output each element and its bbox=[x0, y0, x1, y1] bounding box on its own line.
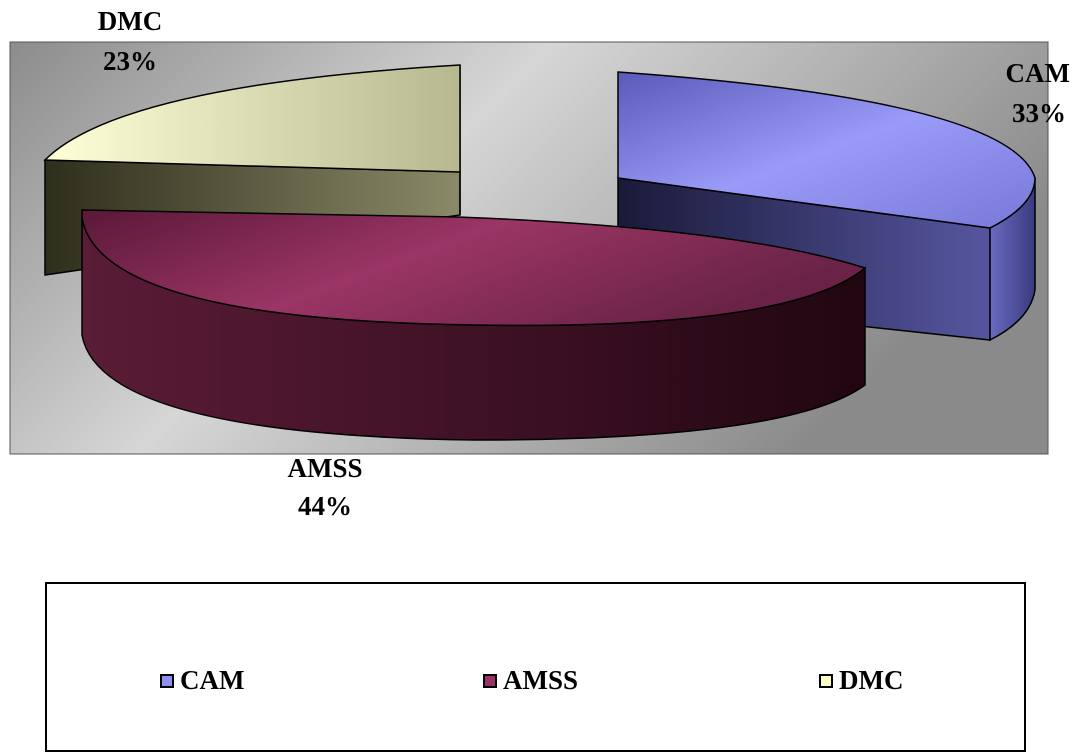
data-labels: DMC 23% CAM 33% AMSS 44% bbox=[98, 6, 1070, 521]
label-cam-percent: 33% bbox=[1012, 98, 1066, 128]
legend-swatch-cam bbox=[160, 673, 174, 688]
label-amss-percent: 44% bbox=[298, 491, 352, 521]
legend-swatch-dmc bbox=[819, 673, 833, 688]
legend-item-cam: CAM bbox=[160, 667, 244, 694]
slice-amss bbox=[81, 209, 867, 441]
legend-swatch-amss bbox=[483, 673, 497, 688]
legend-item-amss: AMSS bbox=[483, 667, 578, 694]
legend-label-dmc: DMC bbox=[839, 665, 904, 695]
plot-area: DMC 23% CAM 33% AMSS 44% bbox=[9, 6, 1070, 521]
label-amss-name: AMSS bbox=[287, 453, 362, 483]
legend-item-dmc: DMC bbox=[819, 667, 903, 694]
label-dmc-percent: 23% bbox=[103, 46, 157, 76]
legend-label-amss: AMSS bbox=[503, 665, 579, 695]
label-cam-name: CAM bbox=[1006, 58, 1070, 88]
legend-label-cam: CAM bbox=[180, 665, 245, 695]
legend: CAM AMSS DMC bbox=[45, 582, 1026, 752]
label-dmc-name: DMC bbox=[98, 6, 162, 36]
